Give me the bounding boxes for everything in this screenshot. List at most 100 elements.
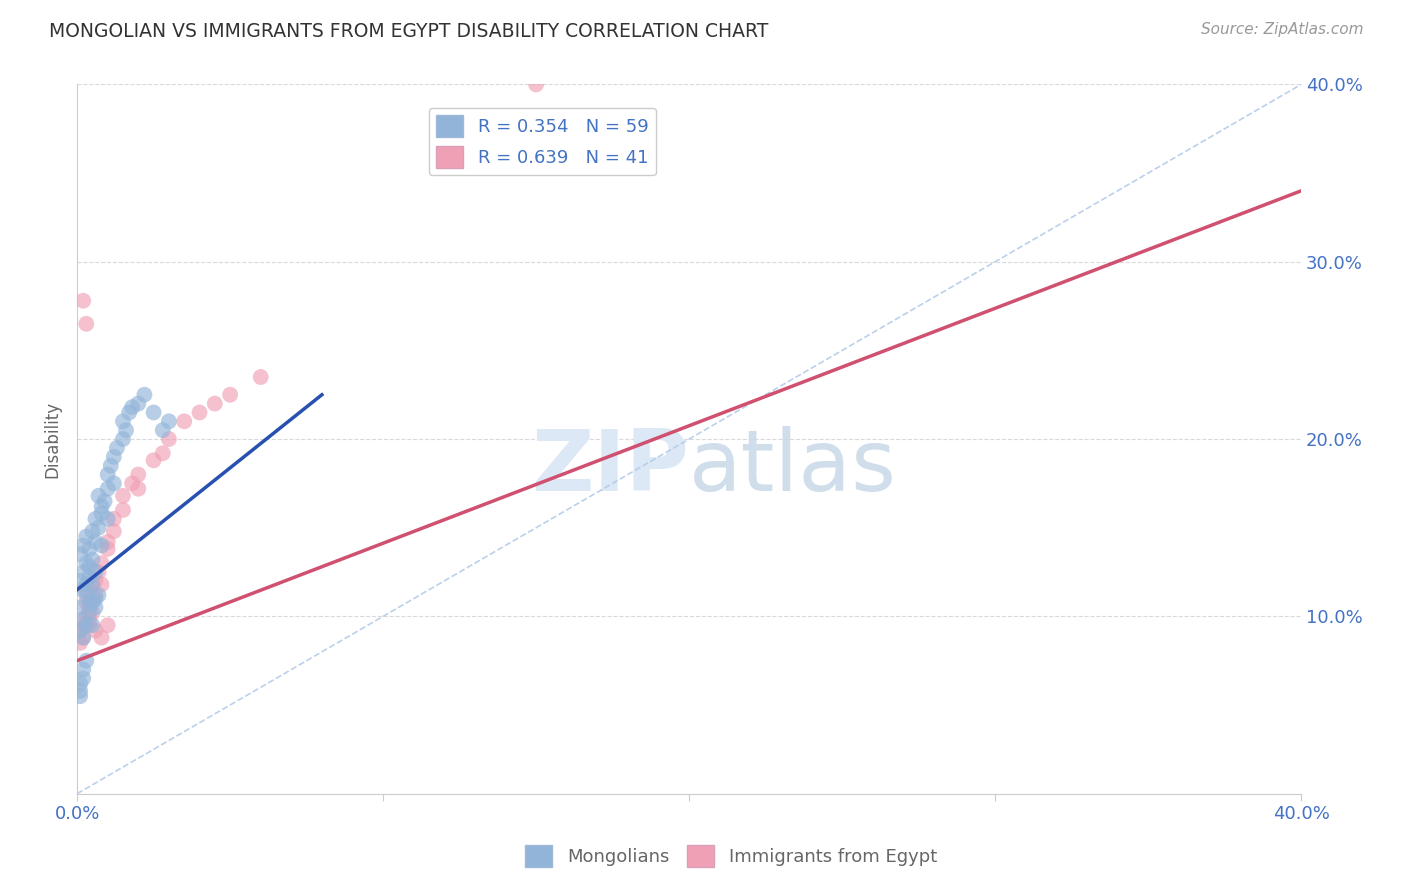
Point [97,512,120,526]
Point [72,293,94,308]
Text: ZIP: ZIP [531,425,689,509]
Point [84,600,107,615]
Point [82,577,104,591]
Point [75,609,97,624]
Point [84,535,107,549]
Point [249,370,271,384]
Point [524,78,547,92]
Point [72,631,94,645]
Point [103,476,125,491]
Point [111,489,134,503]
Point [173,414,195,428]
Point [79,595,101,609]
Point [79,606,101,620]
Point [127,482,149,496]
Point [69,636,91,650]
Point [84,565,107,579]
Point [72,663,94,677]
Point [79,618,101,632]
Point [97,535,120,549]
Point [90,538,112,552]
Point [219,388,242,402]
Point [75,654,97,668]
Point [84,591,107,606]
Point [69,574,91,588]
Point [69,689,91,703]
Point [118,405,141,419]
Legend: R = 0.354   N = 59, R = 0.639   N = 41: R = 0.354 N = 59, R = 0.639 N = 41 [429,108,655,175]
Point [90,631,112,645]
Point [72,613,94,627]
Point [87,489,110,503]
Point [87,588,110,602]
Point [84,512,107,526]
Point [105,441,128,455]
Point [69,677,91,691]
Point [121,476,143,491]
Point [111,414,134,428]
Point [75,556,97,570]
Point [134,388,156,402]
Point [82,595,104,609]
Point [90,507,112,521]
Point [79,559,101,574]
Point [142,405,165,419]
Point [75,582,97,597]
Point [188,405,211,419]
Point [97,541,120,556]
Point [82,577,104,591]
Point [152,423,174,437]
Point [69,683,91,698]
Point [75,595,97,609]
Point [157,432,180,446]
Point [103,512,125,526]
Point [87,565,110,579]
Point [87,521,110,535]
Point [82,524,104,539]
Point [127,467,149,482]
Point [127,396,149,410]
Point [97,467,120,482]
Legend: Mongolians, Immigrants from Egypt: Mongolians, Immigrants from Egypt [517,838,945,874]
Point [84,588,107,602]
Point [97,482,120,496]
Point [82,552,104,566]
Point [97,618,120,632]
Point [204,396,226,410]
Point [75,618,97,632]
Point [84,624,107,638]
Point [79,570,101,584]
Point [72,565,94,579]
Point [79,600,101,615]
Text: atlas: atlas [689,425,897,509]
Point [111,503,134,517]
Point [90,577,112,591]
Point [79,541,101,556]
Point [72,618,94,632]
Point [121,400,143,414]
Point [84,574,107,588]
Point [72,631,94,645]
Y-axis label: Disability: Disability [44,401,60,477]
Text: MONGOLIAN VS IMMIGRANTS FROM EGYPT DISABILITY CORRELATION CHART: MONGOLIAN VS IMMIGRANTS FROM EGYPT DISAB… [49,22,769,41]
Point [90,500,112,514]
Point [152,446,174,460]
Point [103,524,125,539]
Point [75,530,97,544]
Point [82,618,104,632]
Point [75,577,97,591]
Point [90,556,112,570]
Point [75,588,97,602]
Text: Source: ZipAtlas.com: Source: ZipAtlas.com [1201,22,1364,37]
Point [69,624,91,638]
Point [82,591,104,606]
Point [103,450,125,464]
Point [142,453,165,467]
Point [93,494,115,508]
Point [72,538,94,552]
Point [111,432,134,446]
Point [100,458,122,473]
Point [75,317,97,331]
Point [79,613,101,627]
Point [115,423,138,437]
